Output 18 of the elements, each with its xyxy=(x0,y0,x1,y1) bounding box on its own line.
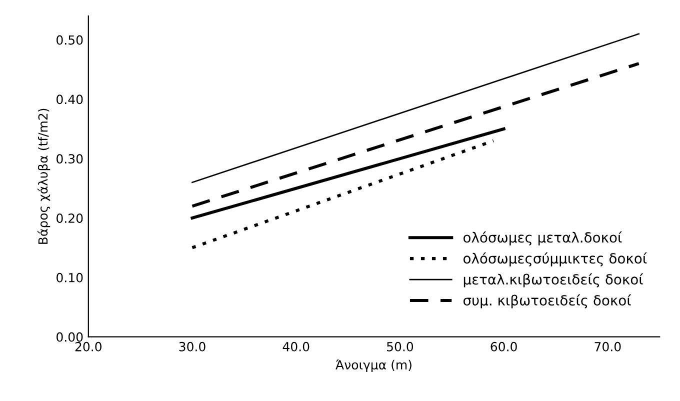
y-tick-label: 0.00 xyxy=(56,332,83,342)
y-tick-label: 0.30 xyxy=(56,154,83,164)
x-tick-label: 20.0 xyxy=(75,342,102,352)
y-axis-title: Βάρος χάλυβα (tf/m2) xyxy=(38,108,50,244)
x-tick-label: 50.0 xyxy=(387,342,414,352)
x-tick-label: 60.0 xyxy=(490,342,517,352)
x-tick-label: 70.0 xyxy=(594,342,621,352)
x-axis-title: Άνοιγμα (m) xyxy=(336,359,412,372)
legend-label: ολόσωμεςσύμμικτες δοκοί xyxy=(464,252,647,266)
legend-label: συμ. κιβωτοειδείς δοκοί xyxy=(464,294,632,308)
x-tick-label: 30.0 xyxy=(179,342,206,352)
y-tick-label: 0.40 xyxy=(56,94,83,104)
y-tick-label: 0.20 xyxy=(56,213,83,223)
legend-label: ολόσωμες μεταλ.δοκοί xyxy=(464,231,622,246)
legend-label: μεταλ.κιβωτοειδείς δοκοί xyxy=(464,273,644,288)
y-tick-label: 0.50 xyxy=(56,35,83,45)
y-tick-label: 0.10 xyxy=(56,272,83,282)
x-tick-label: 40.0 xyxy=(282,342,310,352)
